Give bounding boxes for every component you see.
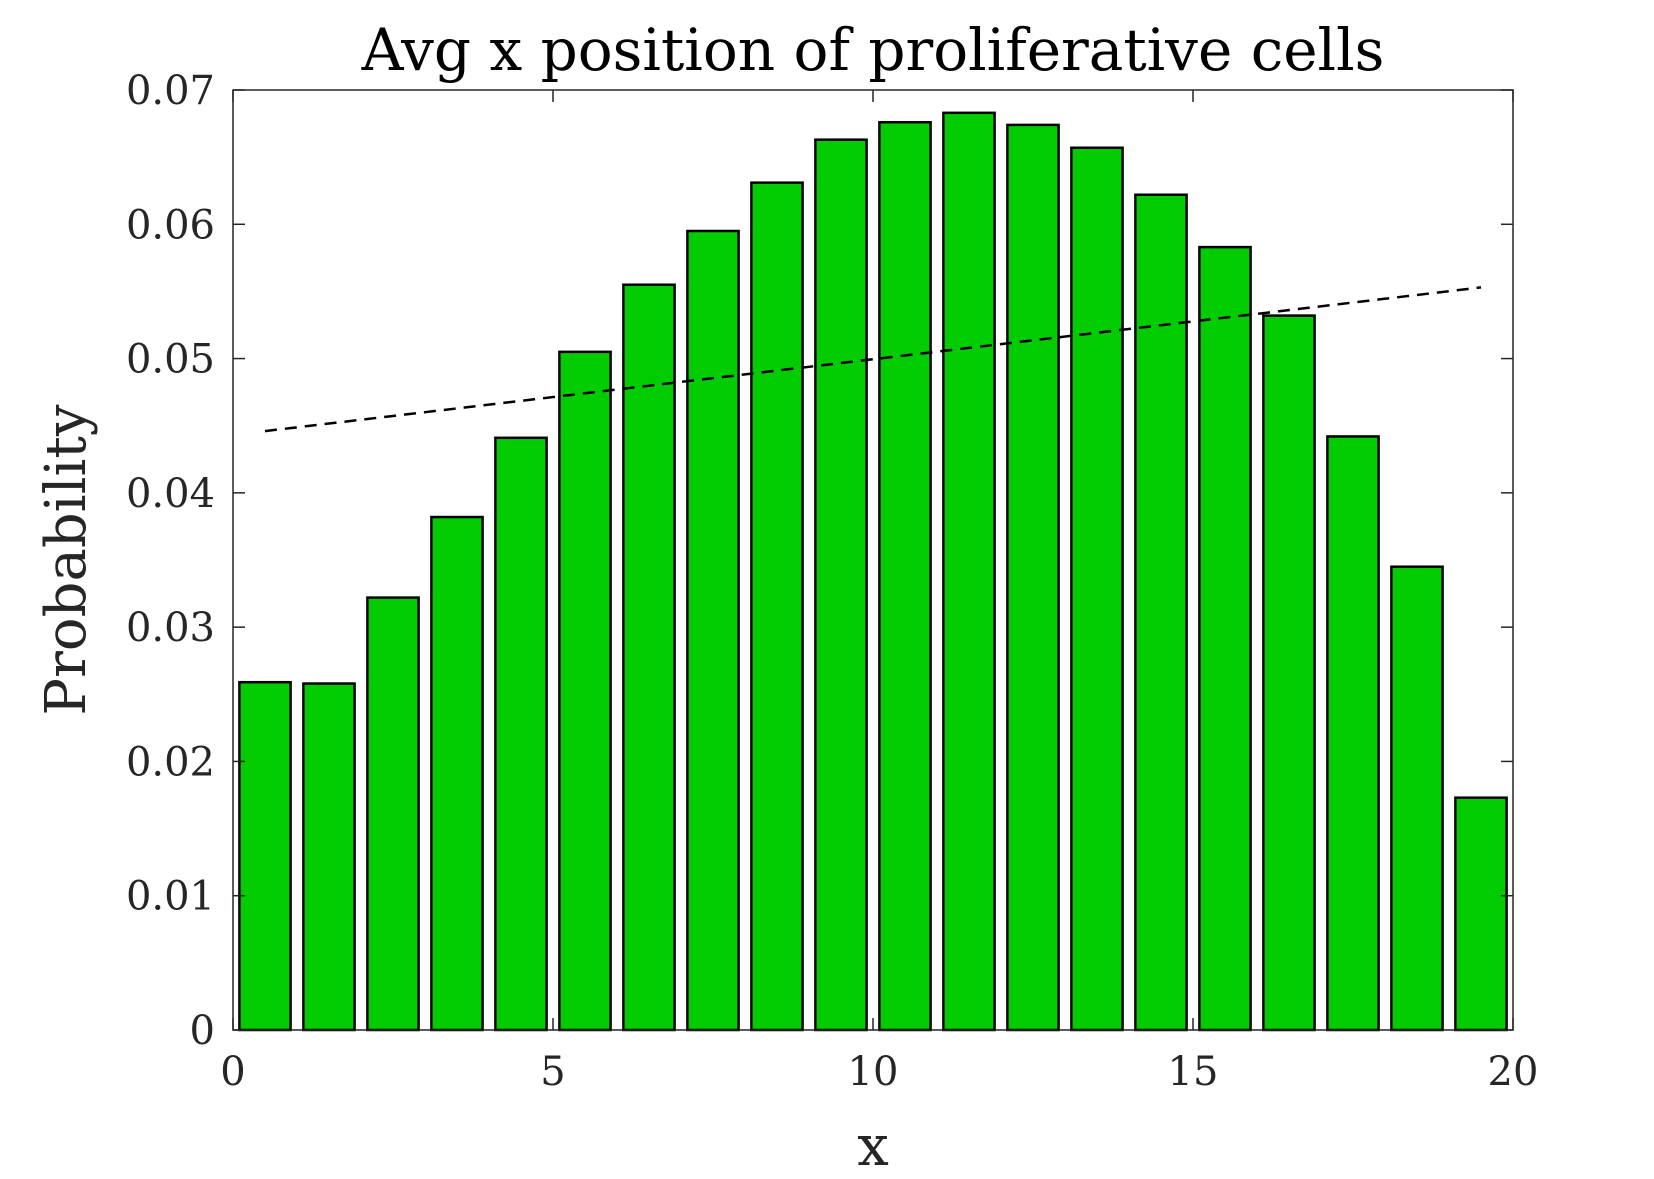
- chart-title: Avg x position of proliferative cells: [361, 16, 1385, 84]
- x-axis-ticks: 0 5 10 15 20: [220, 90, 1538, 1095]
- bar-18: [1326, 435, 1380, 1032]
- x-tick-label: 20: [1488, 1049, 1539, 1095]
- bar-7: [622, 283, 676, 1032]
- bar-6: [558, 350, 612, 1032]
- x-tick-label: 10: [848, 1049, 899, 1095]
- y-tick-label: 0.02: [126, 739, 215, 785]
- bar-15: [1134, 193, 1188, 1032]
- y-axis-ticks: 0 0.01 0.02 0.03 0.04 0.05 0.06 0.07: [126, 68, 1513, 1054]
- bar-1: [238, 680, 292, 1032]
- bar-2: [302, 682, 356, 1032]
- y-tick-label: 0.07: [126, 68, 215, 114]
- bar-9: [750, 181, 804, 1032]
- y-tick-label: 0.06: [126, 202, 215, 248]
- bar-20: [1454, 796, 1508, 1032]
- bar-12: [942, 111, 996, 1032]
- y-tick-label: 0: [190, 1008, 215, 1054]
- y-tick-label: 0.03: [126, 605, 215, 651]
- x-tick-label: 0: [220, 1049, 245, 1095]
- bar-19: [1390, 565, 1444, 1032]
- bar-4: [430, 515, 484, 1032]
- bar-10: [814, 138, 868, 1032]
- y-tick-label: 0.05: [126, 337, 215, 383]
- reference-dashed-line: [264, 286, 1482, 433]
- y-tick-label: 0.04: [126, 471, 215, 517]
- plot-area: [233, 90, 1513, 1030]
- x-tick-label: 5: [540, 1049, 565, 1095]
- bar-17: [1262, 314, 1316, 1032]
- x-axis-label: x: [857, 1114, 889, 1179]
- bar-3: [366, 596, 420, 1032]
- bar-11: [878, 120, 932, 1032]
- y-tick-label: 0.01: [126, 874, 215, 920]
- y-axis-label: Probability: [34, 404, 99, 715]
- bar-8: [686, 229, 740, 1032]
- bar-16: [1198, 245, 1252, 1032]
- bar-13: [1006, 123, 1060, 1032]
- x-tick-label: 15: [1168, 1049, 1219, 1095]
- bars-group: [238, 111, 1508, 1032]
- bar-5: [494, 436, 548, 1032]
- bar-14: [1070, 146, 1124, 1032]
